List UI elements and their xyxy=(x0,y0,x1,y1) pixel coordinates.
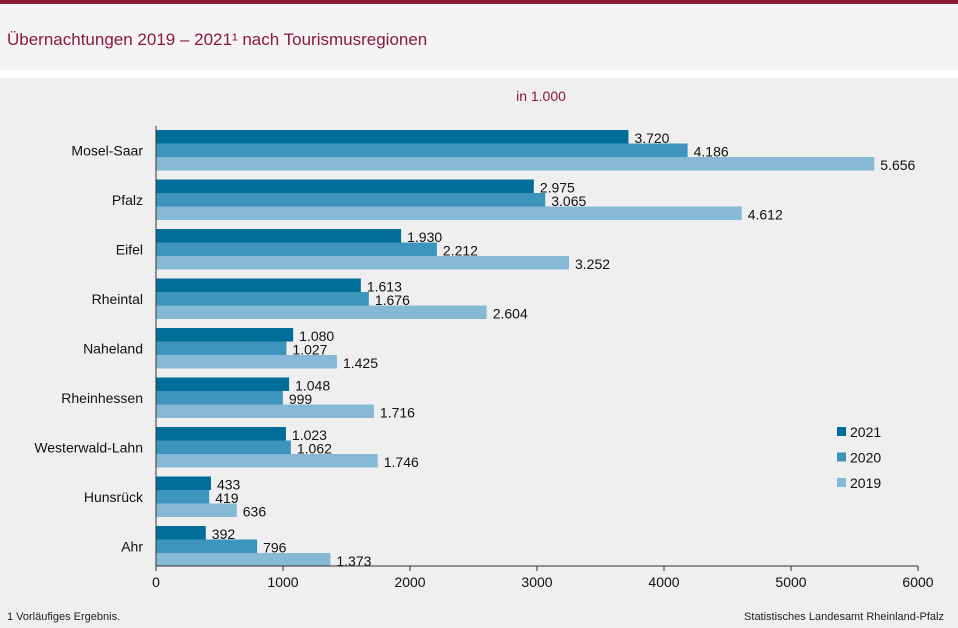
bar-2020 xyxy=(156,490,210,504)
category-label: Westerwald-Lahn xyxy=(34,439,143,455)
source-label: Statistisches Landesamt Rheinland-Pfalz xyxy=(744,611,944,623)
category-label: Eifel xyxy=(116,241,143,257)
legend-label: 2019 xyxy=(850,475,881,491)
data-label: 392 xyxy=(212,526,236,542)
bar-2020 xyxy=(156,539,258,553)
data-label: 636 xyxy=(243,503,267,519)
x-tick-label: 6000 xyxy=(902,574,933,590)
unit-label: in 1.000 xyxy=(516,88,566,104)
bar-2019 xyxy=(156,404,374,418)
bar-2020 xyxy=(156,242,437,256)
bar-2021 xyxy=(156,278,361,292)
legend-swatch-2021 xyxy=(837,427,846,436)
category-label: Rheinhessen xyxy=(61,390,143,406)
data-label: 419 xyxy=(215,490,239,506)
category-label: Rheintal xyxy=(92,291,143,307)
data-label: 1.048 xyxy=(295,377,330,393)
bar-2021 xyxy=(156,476,211,490)
data-label: 2.604 xyxy=(493,305,528,321)
bar-2020 xyxy=(156,143,688,157)
data-label: 5.656 xyxy=(880,157,915,173)
category-label: Mosel-Saar xyxy=(71,142,143,158)
data-label: 3.720 xyxy=(634,130,669,146)
bar-2021 xyxy=(156,427,286,441)
data-label: 1.930 xyxy=(407,229,442,245)
data-label: 2.975 xyxy=(540,179,575,195)
bar-2019 xyxy=(156,553,331,567)
bar-2020 xyxy=(156,440,291,454)
footnote: 1 Vorläufiges Ergebnis. xyxy=(7,611,121,623)
bar-2021 xyxy=(156,130,629,144)
bar-2021 xyxy=(156,377,290,391)
header: Übernachtungen 2019 – 2021¹ nach Tourism… xyxy=(0,4,958,70)
legend-label: 2021 xyxy=(850,424,881,440)
bar-2020 xyxy=(156,391,283,405)
data-label: 1.027 xyxy=(292,341,327,357)
data-label: 796 xyxy=(263,539,287,555)
data-label: 433 xyxy=(217,476,241,492)
bar-2019 xyxy=(156,355,337,369)
data-label: 1.716 xyxy=(380,404,415,420)
x-tick-label: 2000 xyxy=(394,574,425,590)
bar-2020 xyxy=(156,193,546,207)
bar-2019 xyxy=(156,256,570,270)
data-label: 3.065 xyxy=(551,193,586,209)
data-label: 1.676 xyxy=(375,292,410,308)
data-label: 1.613 xyxy=(367,278,402,294)
bar-2021 xyxy=(156,526,206,540)
legend-swatch-2020 xyxy=(837,452,846,462)
legend-swatch-2019 xyxy=(837,478,846,487)
data-label: 1.425 xyxy=(343,355,378,371)
bar-2019 xyxy=(156,454,378,468)
category-label: Hunsrück xyxy=(84,489,144,505)
category-label: Naheland xyxy=(83,340,143,356)
legend-label: 2020 xyxy=(850,450,881,466)
bar-2021 xyxy=(156,179,534,193)
bar-2019 xyxy=(156,206,742,220)
bar-2021 xyxy=(156,328,294,342)
category-label: Ahr xyxy=(121,538,143,554)
bar-2019 xyxy=(156,503,237,517)
chart-title: Übernachtungen 2019 – 2021¹ nach Tourism… xyxy=(7,30,428,49)
header-separator xyxy=(0,70,958,78)
data-label: 1.080 xyxy=(299,328,334,344)
data-label: 4.612 xyxy=(748,206,783,222)
bar-2019 xyxy=(156,305,487,319)
data-label: 4.186 xyxy=(694,143,729,159)
category-label: Pfalz xyxy=(112,192,143,208)
bar-2019 xyxy=(156,157,875,171)
data-label: 1.062 xyxy=(297,440,332,456)
bar-2020 xyxy=(156,292,369,306)
data-label: 1.023 xyxy=(292,427,327,443)
x-tick-label: 3000 xyxy=(521,574,552,590)
top-accent-bar xyxy=(0,0,958,4)
bar-2021 xyxy=(156,229,402,243)
data-label: 1.373 xyxy=(336,553,371,569)
x-tick-label: 5000 xyxy=(775,574,806,590)
data-label: 1.746 xyxy=(384,454,419,470)
data-label: 3.252 xyxy=(575,256,610,272)
data-label: 2.212 xyxy=(443,242,478,258)
bar-2020 xyxy=(156,341,287,355)
x-tick-label: 4000 xyxy=(648,574,679,590)
x-tick-label: 1000 xyxy=(267,574,298,590)
data-label: 999 xyxy=(289,391,313,407)
x-tick-label: 0 xyxy=(152,574,160,590)
